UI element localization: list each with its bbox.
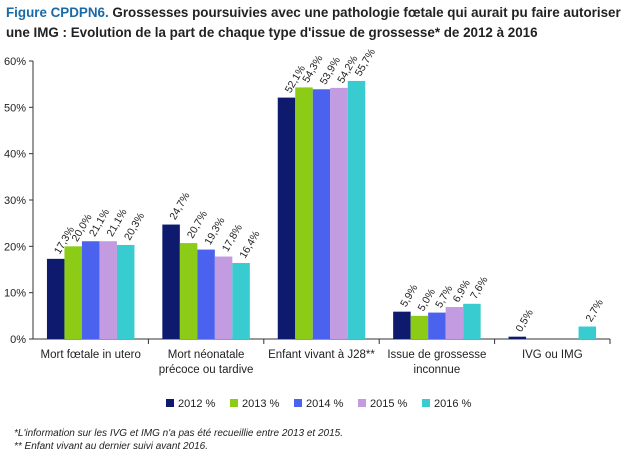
bar <box>578 326 597 339</box>
bar-chart: 0%10%20%30%40%50%60%17,3%20,0%21,1%21,1%… <box>4 47 611 410</box>
bar <box>64 246 82 339</box>
bar <box>116 244 135 339</box>
data-label: 7,6% <box>468 275 490 302</box>
bar <box>232 263 250 339</box>
footnote-ivg: *L'information sur les IVG et IMG n'a pa… <box>14 428 343 439</box>
legend-swatch <box>294 399 302 407</box>
bar <box>179 243 198 339</box>
category-label: Mort fœtale in utero <box>41 349 141 361</box>
bar <box>162 224 180 339</box>
category-label: Mort néonatale précoce ou tardive <box>159 349 254 376</box>
bar <box>197 249 215 339</box>
bar <box>428 312 446 339</box>
legend-swatch <box>230 399 238 407</box>
bar <box>410 315 429 339</box>
data-label: 2,7% <box>584 297 606 324</box>
bar <box>445 307 464 339</box>
figure-title: Figure CPDPN6. Grossesses poursuivies av… <box>6 3 626 43</box>
legend-label: 2016 % <box>434 398 472 410</box>
y-tick-label: 60% <box>4 56 26 68</box>
legend-label: 2014 % <box>306 398 344 410</box>
data-label: 24,7% <box>167 190 192 222</box>
bar <box>312 89 331 339</box>
bar <box>347 80 366 339</box>
y-tick-label: 0% <box>10 334 26 346</box>
y-tick-label: 20% <box>4 241 26 253</box>
footnotes: *L'information sur les IVG et IMG n'a pa… <box>14 428 343 453</box>
y-tick-label: 10% <box>4 288 26 300</box>
bar <box>295 87 313 339</box>
y-tick-label: 50% <box>4 102 26 114</box>
figure-title-text: Grossesses poursuivies avec une patholog… <box>6 5 621 40</box>
legend-label: 2015 % <box>370 398 408 410</box>
bar <box>463 303 481 339</box>
legend-swatch <box>166 399 174 407</box>
figure-tag: Figure CPDPN6. <box>6 5 109 20</box>
bar <box>508 336 527 339</box>
bar <box>214 256 233 339</box>
data-label: 0,5% <box>514 307 536 334</box>
category-label: Enfant vivant à J28** <box>268 349 375 361</box>
category-label: Issue de grossesse inconnue <box>387 349 486 376</box>
legend-swatch <box>422 399 430 407</box>
bar <box>81 241 100 339</box>
legend-label: 2012 % <box>178 398 216 410</box>
bar <box>330 87 348 339</box>
y-tick-label: 30% <box>4 195 26 207</box>
y-tick-label: 40% <box>4 149 26 161</box>
legend-swatch <box>358 399 366 407</box>
bar <box>99 241 117 339</box>
bar <box>46 258 65 339</box>
bar <box>393 311 411 339</box>
bar <box>277 97 296 339</box>
footnote-j28: ** Enfant vivant au dernier suivi avant … <box>14 440 209 452</box>
legend-label: 2013 % <box>242 398 280 410</box>
category-label: IVG ou IMG <box>522 349 583 361</box>
